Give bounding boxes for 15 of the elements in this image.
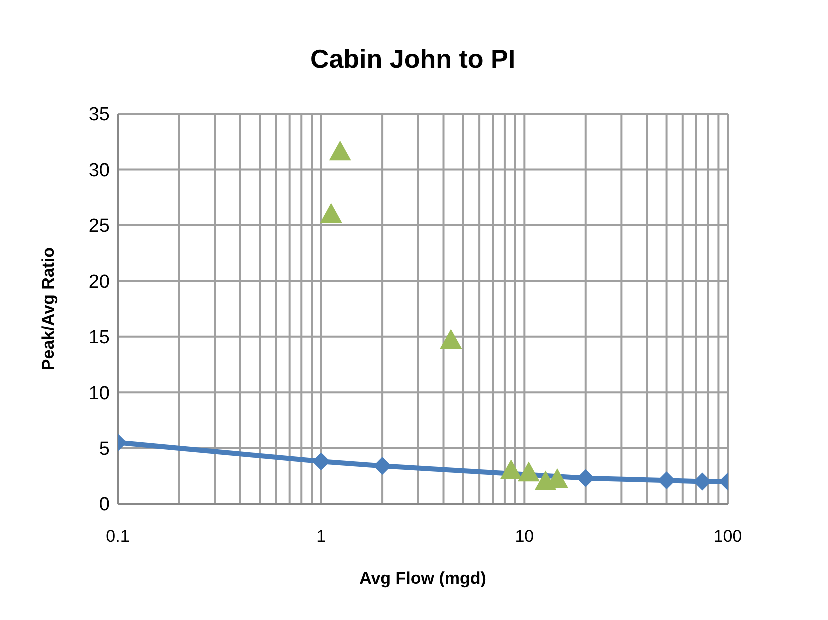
y-tick-label: 5 — [99, 439, 110, 460]
y-tick-label: 15 — [88, 328, 110, 349]
y-tick-label: 0 — [99, 494, 110, 516]
x-axis-title: Avg Flow (mgd) — [360, 569, 486, 588]
y-tick-label: 25 — [88, 216, 110, 238]
chart-title: Cabin John to PI — [309, 43, 517, 76]
x-tick-label: 0.1 — [106, 527, 130, 546]
x-tick-label: 10 — [515, 527, 534, 546]
y-axis-title: Peak/Avg Ratio — [39, 247, 58, 371]
y-tick-label: 35 — [88, 104, 110, 126]
y-tick-label: 20 — [88, 272, 110, 293]
x-tick-label: 100 — [714, 527, 742, 546]
y-tick-label: 30 — [88, 160, 110, 182]
x-tick-label: 1 — [316, 527, 326, 546]
y-tick-label: 10 — [88, 383, 110, 404]
